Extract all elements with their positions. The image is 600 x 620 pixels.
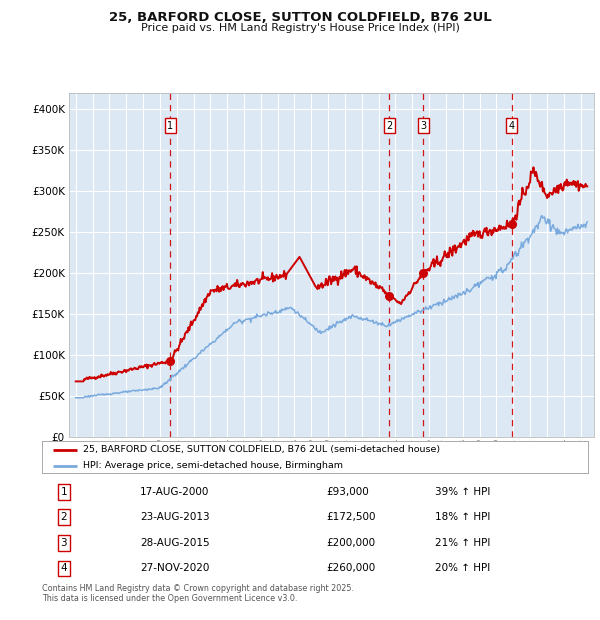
Text: 1: 1	[167, 121, 173, 131]
Text: HPI: Average price, semi-detached house, Birmingham: HPI: Average price, semi-detached house,…	[83, 461, 343, 471]
Text: 2: 2	[386, 121, 392, 131]
Text: 20% ↑ HPI: 20% ↑ HPI	[435, 564, 490, 574]
Text: 4: 4	[508, 121, 515, 131]
Text: 25, BARFORD CLOSE, SUTTON COLDFIELD, B76 2UL: 25, BARFORD CLOSE, SUTTON COLDFIELD, B76…	[109, 11, 491, 24]
Text: 18% ↑ HPI: 18% ↑ HPI	[435, 512, 490, 522]
Text: 3: 3	[61, 538, 67, 548]
Text: Price paid vs. HM Land Registry's House Price Index (HPI): Price paid vs. HM Land Registry's House …	[140, 23, 460, 33]
Text: 28-AUG-2015: 28-AUG-2015	[140, 538, 210, 548]
Text: 4: 4	[61, 564, 67, 574]
Text: 3: 3	[420, 121, 426, 131]
Text: 39% ↑ HPI: 39% ↑ HPI	[435, 487, 490, 497]
Text: 17-AUG-2000: 17-AUG-2000	[140, 487, 209, 497]
Text: £200,000: £200,000	[326, 538, 375, 548]
Text: 21% ↑ HPI: 21% ↑ HPI	[435, 538, 490, 548]
Text: £172,500: £172,500	[326, 512, 376, 522]
Text: 1: 1	[61, 487, 67, 497]
Text: 25, BARFORD CLOSE, SUTTON COLDFIELD, B76 2UL (semi-detached house): 25, BARFORD CLOSE, SUTTON COLDFIELD, B76…	[83, 445, 440, 454]
Text: 23-AUG-2013: 23-AUG-2013	[140, 512, 210, 522]
Text: 27-NOV-2020: 27-NOV-2020	[140, 564, 209, 574]
Text: £260,000: £260,000	[326, 564, 375, 574]
Text: £93,000: £93,000	[326, 487, 368, 497]
Text: Contains HM Land Registry data © Crown copyright and database right 2025.
This d: Contains HM Land Registry data © Crown c…	[42, 584, 354, 603]
Text: 2: 2	[61, 512, 67, 522]
